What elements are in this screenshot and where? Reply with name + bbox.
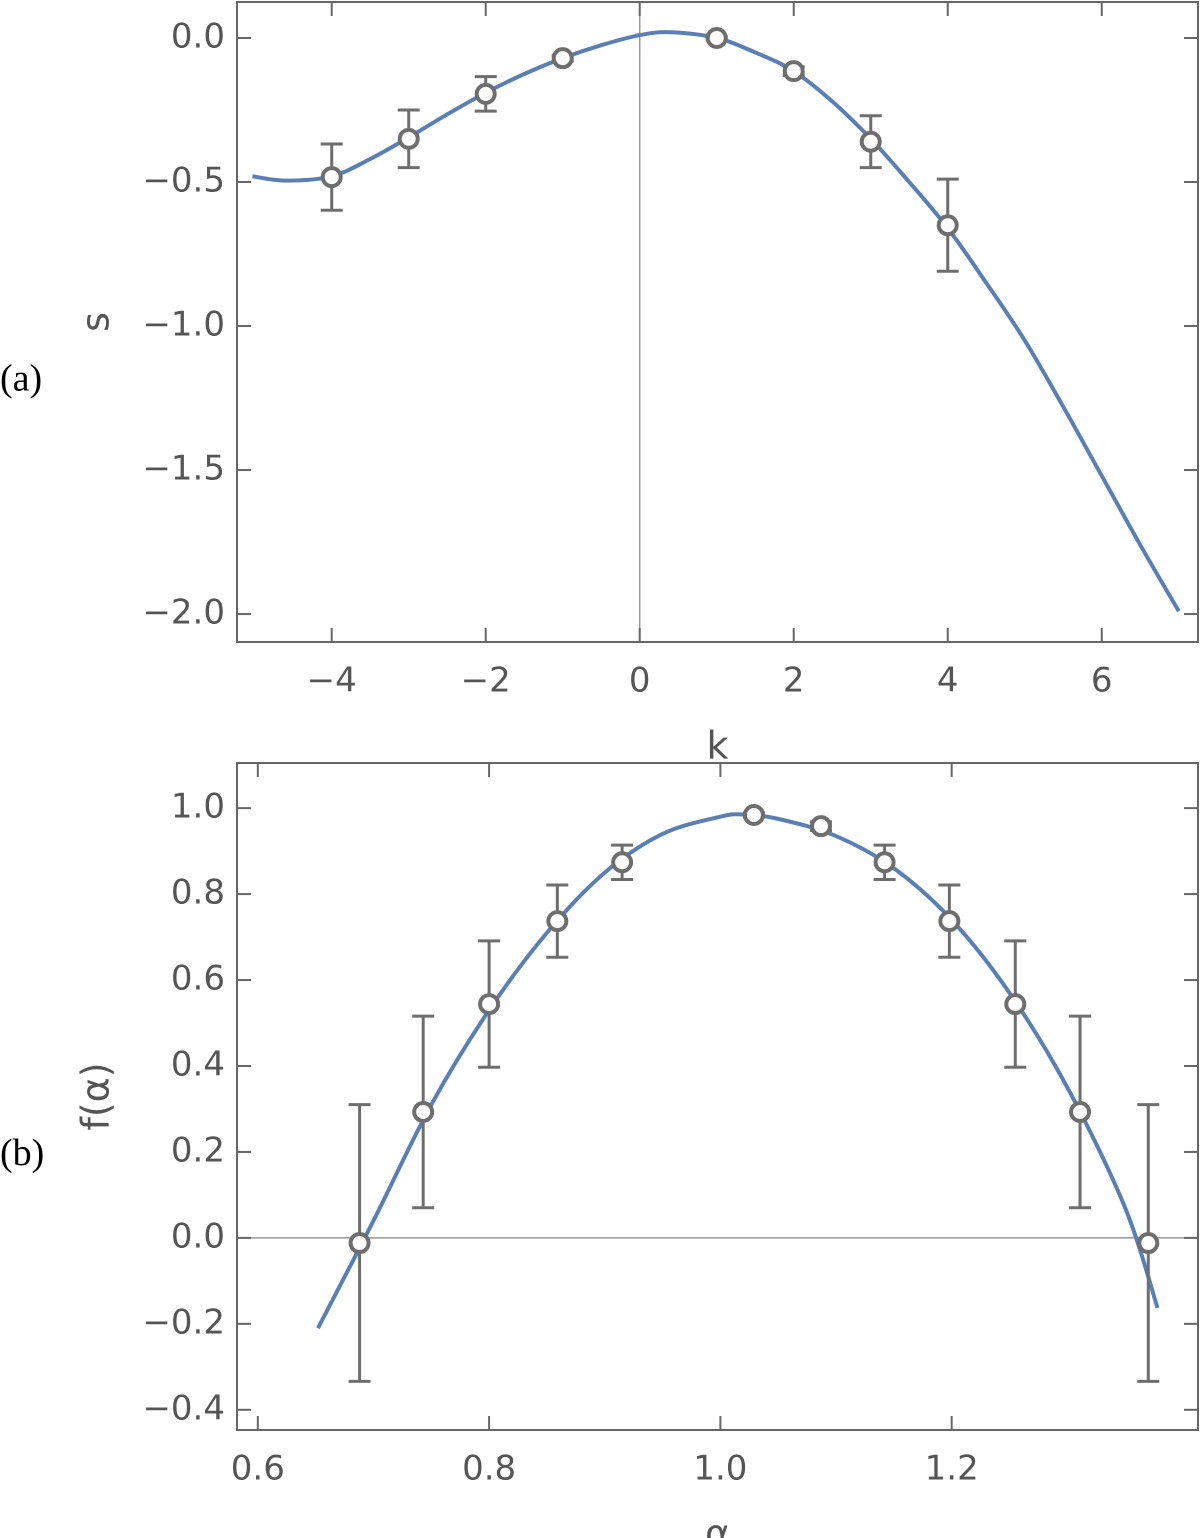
y-axis-label: s [74,312,118,332]
fit-curve [316,812,1160,1330]
y-tick-label: 1.0 [171,787,225,827]
y-tick-label: 0.4 [171,1044,225,1084]
data-point [1069,1100,1092,1123]
y-tick-label: −1.5 [142,449,225,489]
x-tick-label: 2 [783,661,805,701]
data-point [1004,993,1027,1016]
x-tick-label: −4 [307,661,357,701]
y-tick-label: 0.8 [171,873,225,913]
y-tick-label: −1.0 [142,305,225,345]
data-point [936,214,959,237]
data-point [742,804,765,827]
panel-label: (a) [0,358,42,400]
x-axis-label: α [705,1512,730,1538]
y-tick-label: −0.2 [142,1302,225,1342]
data-point [1137,1232,1160,1255]
y-tick-label: 0.0 [171,17,225,57]
data-point [412,1100,435,1123]
data-point [478,993,501,1016]
data-point [397,127,420,150]
y-axis-label: f(α) [74,1062,118,1130]
x-axis-label: k [706,724,728,768]
plot-frame [236,762,1199,1431]
x-tick-label: 0.8 [462,1449,516,1489]
data-point [474,82,497,105]
data-point [938,910,961,933]
x-tick-label: 6 [1091,661,1113,701]
x-tick-label: 0.6 [231,1449,285,1489]
y-tick-label: −0.5 [142,161,225,201]
panel-label: (b) [0,1132,44,1174]
x-tick-label: 1.2 [925,1449,979,1489]
data-point [551,47,574,70]
data-point [611,851,634,874]
x-tick-label: 1.0 [693,1449,747,1489]
fit-curve [252,30,1181,613]
y-tick-label: 0.0 [171,1216,225,1256]
x-tick-label: −2 [461,661,511,701]
data-point [705,27,728,50]
y-tick-label: −2.0 [142,593,225,633]
plot-frame [236,1,1199,643]
data-point [782,60,805,83]
y-tick-label: −0.4 [142,1388,225,1428]
x-tick-label: 0 [629,661,651,701]
data-point [320,166,343,189]
data-point [859,130,882,153]
data-point [810,815,833,838]
data-point [546,910,569,933]
data-point [873,851,896,874]
x-tick-label: 4 [937,661,959,701]
y-tick-label: 0.6 [171,959,225,999]
y-tick-label: 0.2 [171,1130,225,1170]
data-point [348,1232,371,1255]
